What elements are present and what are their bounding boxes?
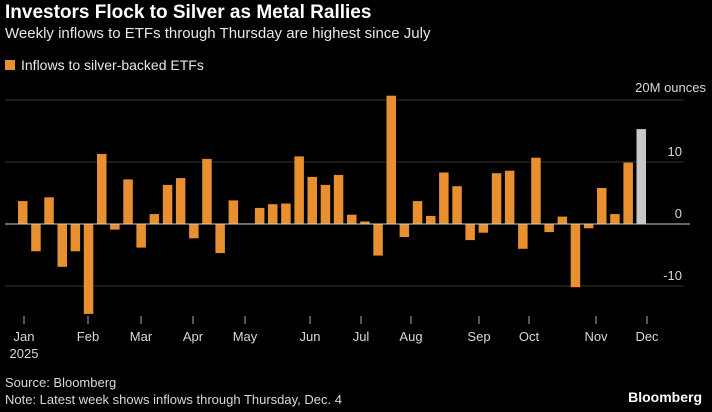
bar — [504, 170, 515, 224]
x-year-label: 2025 — [10, 346, 39, 361]
y-tick-label: -10 — [663, 268, 682, 283]
bar — [491, 173, 502, 224]
bar — [333, 175, 344, 224]
x-tick-label: Feb — [77, 329, 99, 344]
y-unit-label: 20M ounces — [635, 80, 706, 95]
x-tick-label: May — [233, 329, 258, 344]
bar — [189, 224, 199, 239]
bar — [347, 214, 357, 224]
bar — [583, 224, 594, 229]
bar — [412, 201, 423, 224]
x-tick-label: Dec — [635, 329, 659, 344]
bar — [175, 178, 186, 224]
x-tick-label: Nov — [584, 329, 608, 344]
bar — [83, 224, 94, 314]
bar — [307, 176, 317, 224]
bar — [215, 224, 225, 254]
bar — [18, 201, 28, 224]
x-tick-label: Apr — [183, 329, 204, 344]
bar — [426, 215, 436, 224]
bar — [97, 153, 107, 224]
x-tick-label: Sep — [467, 329, 490, 344]
bar — [254, 207, 265, 224]
bar — [228, 200, 239, 224]
bar — [202, 158, 212, 224]
bar — [452, 186, 462, 224]
chart-title: Investors Flock to Silver as Metal Ralli… — [5, 2, 372, 23]
legend-label: Inflows to silver-backed ETFs — [21, 57, 204, 73]
bar — [162, 184, 173, 224]
bar — [268, 204, 278, 224]
bar — [597, 188, 607, 224]
bar — [386, 95, 396, 224]
x-tick-label: Mar — [130, 329, 153, 344]
bar — [320, 184, 331, 224]
bar — [373, 224, 383, 256]
bar — [610, 214, 620, 224]
bar — [149, 214, 160, 224]
bar — [557, 216, 568, 224]
bar — [360, 221, 370, 224]
legend-swatch — [5, 60, 15, 70]
y-tick-label: 10 — [668, 144, 682, 159]
bar — [518, 224, 528, 249]
bar — [531, 157, 541, 224]
x-tick-label: Jan — [14, 329, 35, 344]
bar — [570, 224, 581, 288]
x-tick-label: Aug — [399, 329, 422, 344]
bar — [31, 224, 41, 252]
bar — [44, 197, 54, 224]
bar — [110, 224, 120, 230]
bar — [123, 179, 133, 224]
bar — [544, 224, 554, 233]
legend: Inflows to silver-backed ETFs — [5, 57, 204, 73]
bar — [636, 129, 646, 224]
bar — [623, 162, 633, 224]
bar — [478, 224, 489, 233]
bar — [281, 203, 291, 224]
bar — [439, 172, 449, 224]
source-note: Source: Bloomberg — [5, 375, 117, 390]
x-tick-label: Jul — [353, 329, 370, 344]
x-tick-label: Jun — [300, 329, 321, 344]
x-tick-label: Oct — [519, 329, 540, 344]
bar — [399, 224, 410, 237]
footnote: Note: Latest week shows inflows through … — [5, 392, 342, 407]
y-tick-label: 0 — [675, 206, 682, 221]
bar — [70, 224, 81, 252]
bar — [294, 156, 304, 224]
bar — [136, 224, 146, 248]
bar — [465, 224, 475, 241]
bloomberg-logo: Bloomberg — [628, 389, 702, 405]
bar — [57, 224, 67, 267]
chart-subtitle: Weekly inflows to ETFs through Thursday … — [5, 25, 431, 42]
